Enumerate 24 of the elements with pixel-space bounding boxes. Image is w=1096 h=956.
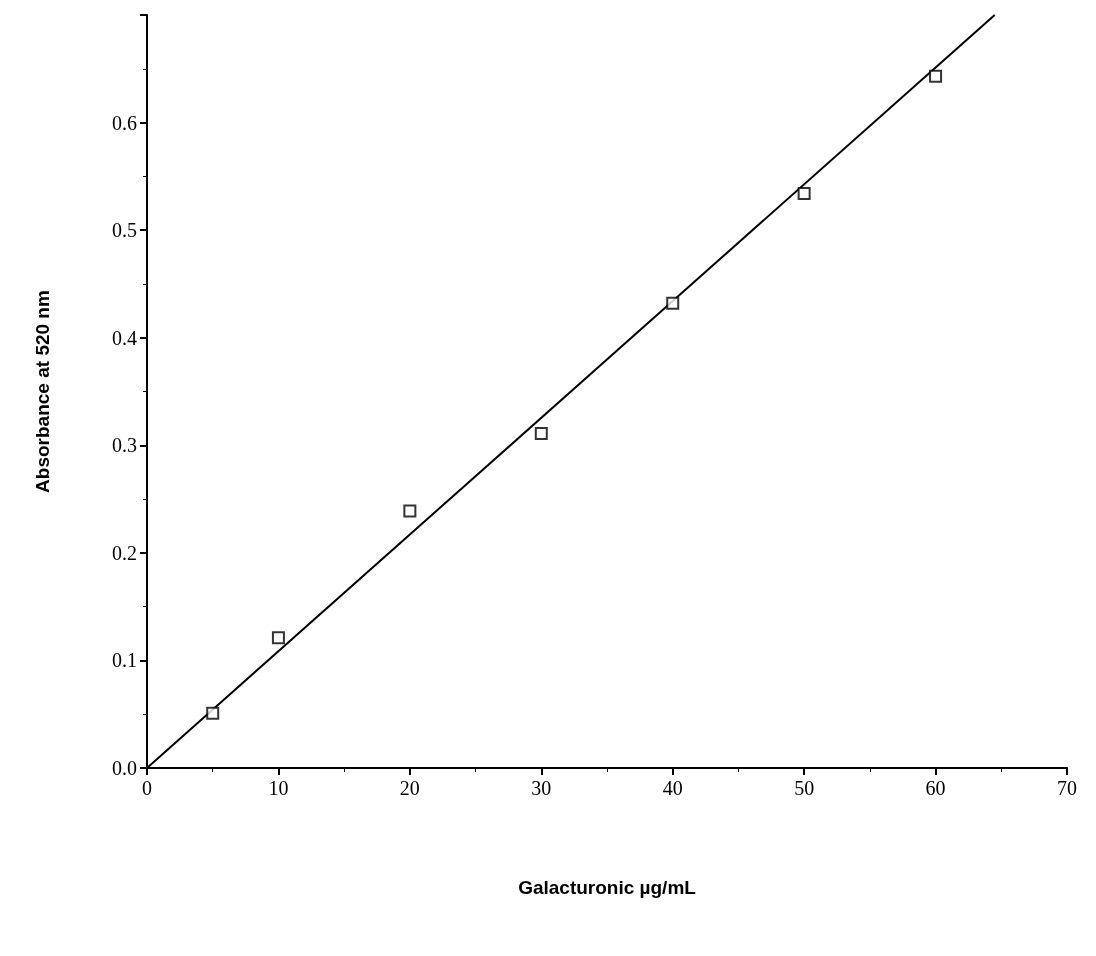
y-tick-label: 0.4	[112, 326, 137, 349]
point	[929, 69, 943, 83]
y-tick-label: 0.2	[112, 541, 137, 564]
x-tick-label: 10	[268, 777, 289, 799]
point	[534, 426, 548, 440]
x-tick-label: 20	[399, 777, 420, 799]
y-tick-label: 0.5	[112, 219, 137, 242]
y-tick-label: 0.3	[112, 434, 137, 457]
point	[271, 631, 285, 645]
point	[797, 187, 811, 201]
point	[403, 504, 417, 518]
x-tick-label: 50	[794, 777, 815, 799]
x-tick-label: 70	[1057, 777, 1077, 799]
x-tick-label: 40	[662, 777, 683, 799]
y-tick-label: 0.6	[112, 111, 137, 134]
x-tick-label: 0	[142, 777, 152, 799]
y-tick-label: 0.1	[112, 649, 137, 672]
y-axis-title: Absorbance at 520 nm	[32, 290, 53, 493]
y-tick-label: 0.0	[112, 757, 137, 779]
point	[666, 296, 680, 310]
x-axis-title: Galacturonic µg/mL	[518, 877, 697, 898]
point	[206, 706, 220, 720]
x-tick-label: 60	[925, 777, 946, 799]
x-tick-label: 30	[531, 777, 552, 799]
